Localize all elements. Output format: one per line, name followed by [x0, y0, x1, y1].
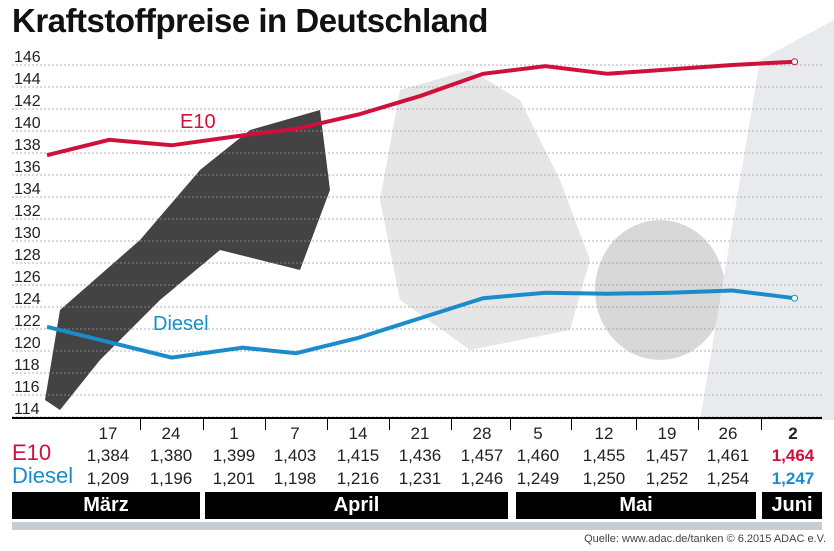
e10-price: 1,399 — [212, 446, 256, 465]
diesel-price: 1,249 — [516, 469, 560, 488]
diesel-price: 1,196 — [149, 469, 193, 488]
e10-price: 1,436 — [398, 446, 442, 465]
e10-price: 1,460 — [516, 446, 560, 465]
y-tick-label: 132 — [14, 203, 41, 220]
fuel-nozzle-image — [45, 110, 330, 410]
diesel-price: 1,250 — [582, 469, 626, 488]
day-label: 7 — [290, 424, 300, 443]
data-point-e10 — [791, 58, 799, 66]
data-point-diesel — [791, 294, 799, 302]
column-separator — [139, 418, 141, 430]
e10-price: 1,455 — [582, 446, 626, 465]
y-tick-label: 118 — [14, 357, 40, 374]
column-separator — [635, 418, 637, 430]
row-label-e10: E10 — [12, 440, 52, 465]
day-label: 2 — [788, 424, 798, 443]
series-line-e10 — [46, 59, 795, 158]
source-note: Quelle: www.adac.de/tanken © 6.2015 ADAC… — [584, 533, 826, 545]
y-tick-label: 146 — [14, 49, 41, 66]
diesel-price: 1,216 — [336, 469, 380, 488]
month-maerz: März — [12, 492, 200, 519]
y-tick-label: 130 — [14, 225, 41, 242]
e10-price: 1,415 — [336, 446, 380, 465]
y-tick-label: 120 — [14, 335, 41, 352]
day-label: 17 — [98, 424, 118, 443]
e10-price: 1,403 — [273, 446, 317, 465]
diesel-price: 1,254 — [706, 469, 750, 488]
diesel-price: 1,231 — [398, 469, 442, 488]
e10-price: 1,384 — [86, 446, 130, 465]
e10-price: 1,464 — [771, 446, 815, 465]
day-label: 1 — [229, 424, 239, 443]
chart-title: Kraftstoffpreise in Deutschland — [12, 2, 488, 39]
y-tick-label: 142 — [14, 93, 41, 110]
month-april: April — [205, 492, 508, 519]
day-label: 21 — [410, 424, 430, 443]
e10-price: 1,457 — [460, 446, 504, 465]
month-mai: Mai — [516, 492, 756, 519]
germany-map-silhouette — [380, 70, 590, 350]
diesel-price: 1,252 — [645, 469, 689, 488]
e10-price: 1,461 — [706, 446, 750, 465]
column-separator — [389, 418, 390, 430]
y-tick-label: 114 — [14, 401, 40, 418]
diesel-price: 1,247 — [771, 469, 815, 488]
column-separator — [451, 418, 452, 430]
y-tick-label: 124 — [14, 291, 41, 308]
y-tick-label: 136 — [14, 159, 41, 176]
column-separator — [326, 418, 328, 430]
diesel-price: 1,201 — [212, 469, 256, 488]
car-image — [700, 20, 834, 420]
month-juni: Juni — [762, 492, 822, 519]
e10-price: 1,380 — [149, 446, 193, 465]
y-tick-label: 126 — [14, 269, 41, 286]
footer-bar — [12, 522, 822, 530]
column-separator — [760, 418, 762, 430]
day-label: 14 — [348, 424, 368, 443]
day-label: 28 — [472, 424, 492, 443]
column-separator — [571, 418, 572, 430]
y-tick-label: 116 — [14, 379, 40, 396]
diesel-price: 1,209 — [86, 469, 130, 488]
y-tick-label: 128 — [14, 247, 41, 264]
y-tick-label: 122 — [14, 313, 41, 330]
day-label: 5 — [533, 424, 543, 443]
day-label: 12 — [594, 424, 614, 443]
column-separator — [202, 418, 204, 430]
day-label: 24 — [161, 424, 181, 443]
series-label-diesel: Diesel — [153, 313, 209, 335]
day-label: 26 — [718, 424, 738, 443]
diesel-price: 1,246 — [460, 469, 504, 488]
diesel-price: 1,198 — [273, 469, 317, 488]
row-label-diesel: Diesel — [12, 463, 74, 488]
y-tick-label: 138 — [14, 137, 41, 154]
series-label-e10: E10 — [180, 111, 216, 133]
day-label: 19 — [657, 424, 677, 443]
y-tick-label: 134 — [14, 181, 41, 198]
series-line-diesel — [46, 288, 795, 360]
column-separator — [510, 418, 511, 430]
column-separator — [697, 418, 699, 430]
e10-price: 1,457 — [645, 446, 689, 465]
y-tick-label: 144 — [14, 71, 41, 88]
y-tick-label: 140 — [14, 115, 41, 132]
fuel-cap-image — [595, 220, 725, 360]
column-separator — [264, 418, 266, 430]
